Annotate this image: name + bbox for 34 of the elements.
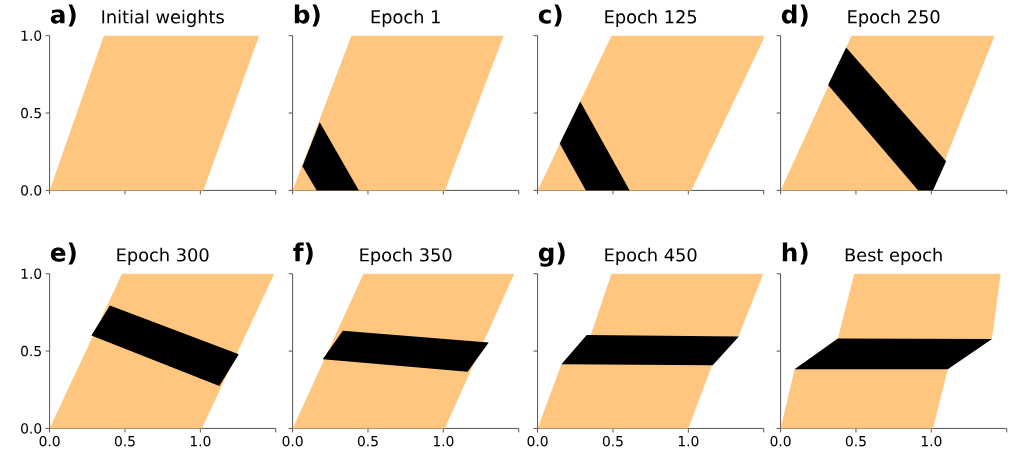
y-tick-label: 1.0 [21, 30, 42, 41]
chart-title: Epoch 350 [360, 247, 452, 265]
x-tick-label: 1.0 [190, 435, 211, 447]
chart-title: Epoch 125 [605, 9, 697, 27]
y-tick-label: 0.5 [21, 107, 41, 119]
text: b) [294, 4, 320, 27]
text: f) [293, 242, 313, 265]
y-tick-label: 1.0 [21, 268, 42, 279]
x-tick-label: 1.0 [433, 435, 454, 447]
x-tick-label: 0.0 [770, 435, 791, 447]
chart-title: Epoch 250 [848, 9, 940, 27]
chart-title: Epoch 450 [605, 247, 697, 265]
text: c) [538, 4, 562, 27]
chart-title: Best epoch [845, 247, 942, 265]
chart-title: Epoch 300 [117, 247, 209, 265]
x-tick-label: 1.0 [678, 435, 699, 447]
x-tick-label: 0.5 [845, 435, 866, 447]
text: e) [50, 242, 76, 265]
x-tick-label: 0.5 [602, 435, 623, 447]
y-tick-label: 0.0 [21, 423, 42, 434]
x-tick-label: 0.0 [39, 435, 60, 447]
y-tick-label: 0.5 [21, 345, 41, 357]
y-tick-label: 0.0 [21, 185, 42, 196]
x-tick-label: 0.5 [114, 435, 135, 447]
text: g) [538, 242, 565, 267]
x-tick-label: 0.5 [357, 435, 378, 447]
text: h) [782, 242, 808, 265]
chart-title: Initial weights [102, 9, 224, 27]
x-tick-label: 0.0 [527, 435, 548, 447]
x-tick-label: 1.0 [921, 435, 942, 447]
chart-title: Epoch 1 [371, 9, 440, 27]
text: d) [781, 4, 808, 27]
x-tick-label: 0.0 [282, 435, 303, 447]
text: a) [50, 4, 76, 27]
